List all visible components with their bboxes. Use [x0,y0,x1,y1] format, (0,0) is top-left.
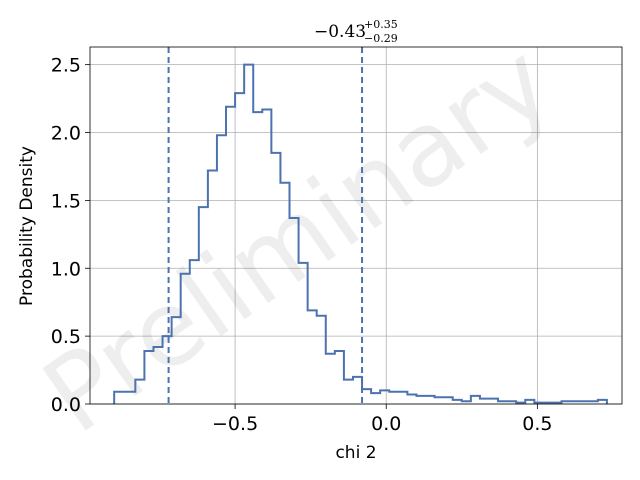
x-tick-label: 0.0 [371,413,401,435]
y-tick-label: 0.0 [51,394,81,416]
histogram-step-line [113,63,608,404]
x-tick-label: 0.5 [522,413,552,435]
x-axis-ticks: −0.5 0.0 0.5 [212,404,552,435]
title-value: −0.43 [314,22,366,42]
axes-frame [89,46,623,405]
title-upper-error: +0.35 [364,18,398,31]
chart-title: −0.43 +0.35 −0.29 [314,18,398,45]
watermark: Preliminary [22,20,573,457]
y-tick-label: 1.0 [51,258,81,280]
y-tick-label: 0.5 [51,326,81,348]
x-tick-label: −0.5 [212,413,258,435]
y-tick-label: 2.0 [51,123,81,145]
x-axis-label: chi 2 [335,443,376,463]
y-axis-label: Probability Density [17,146,37,306]
title-lower-error: −0.29 [364,32,398,45]
y-axis-ticks: 0.0 0.5 1.0 1.5 2.0 2.5 [51,55,90,416]
y-tick-label: 1.5 [51,190,81,212]
y-tick-label: 2.5 [51,55,81,77]
